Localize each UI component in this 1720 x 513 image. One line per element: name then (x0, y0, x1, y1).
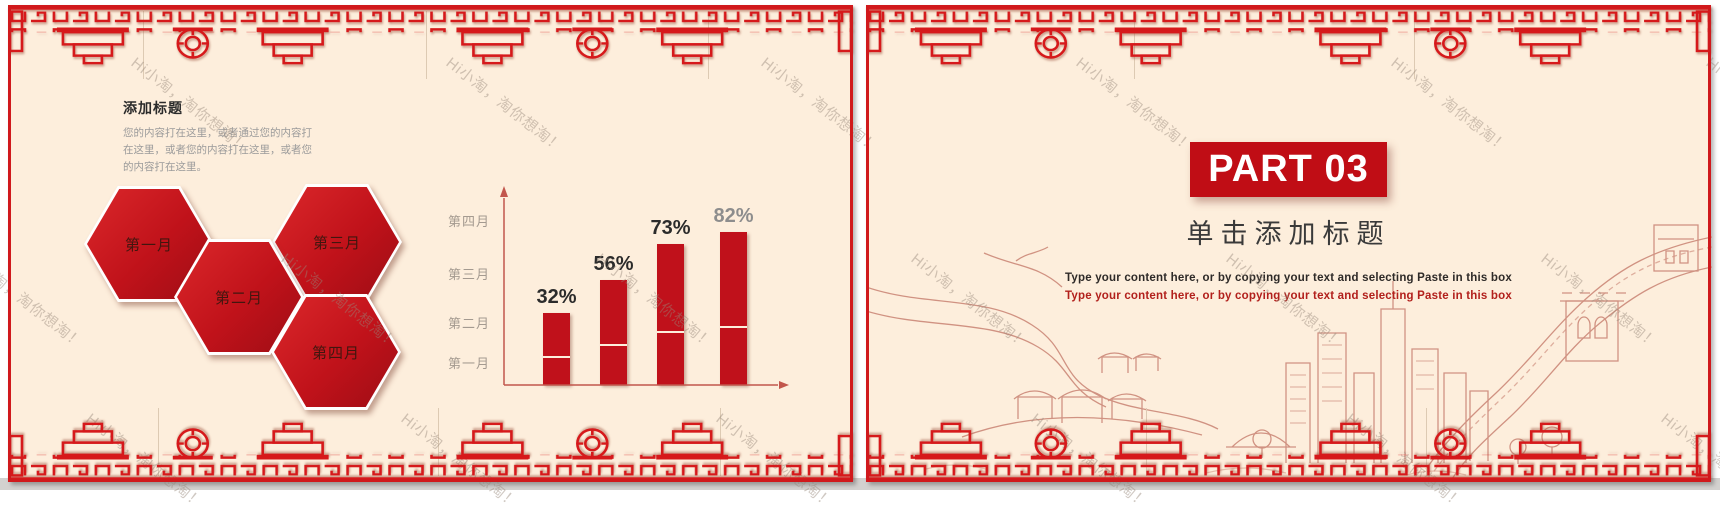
slide2-title: 单击添加标题 (1186, 219, 1391, 249)
x-axis-arrow (779, 381, 789, 389)
part-number-box: PART 03 (1190, 142, 1387, 197)
slide2-content-line-1: Type your content here, or by copying yo… (1065, 272, 1512, 284)
hanging-string (1426, 408, 1427, 476)
slide-2[interactable]: PART 03 单击添加标题 Type your content here, o… (866, 5, 1712, 482)
y-axis-label: 第二月 (447, 316, 490, 331)
bar-第三月 (657, 244, 684, 385)
hexagon-2: 第二月 (174, 239, 304, 355)
y-axis-arrow (500, 186, 508, 197)
bar-value-label: 56% (593, 253, 634, 275)
y-axis-label: 第一月 (447, 356, 490, 371)
hexagon-4: 第四月 (271, 294, 401, 410)
bar-segment-divider (543, 356, 570, 358)
hanging-string (426, 11, 427, 79)
hexagon-label: 第二月 (214, 289, 263, 307)
lattice-border-top (866, 5, 1711, 65)
hexagon-label: 第四月 (311, 344, 360, 362)
chart-axes (500, 186, 789, 389)
y-axis-label: 第三月 (447, 267, 490, 282)
bar-第一月 (543, 313, 570, 385)
slide-1[interactable]: 添加标题 您的内容打在这里，或者通过您的内容打在这里，或者您的内容打在这里，或者… (8, 5, 853, 482)
hanging-string (438, 408, 439, 476)
lattice-border-bottom (8, 422, 853, 482)
hexagon-label: 第三月 (312, 234, 361, 252)
bar-value-label: 73% (650, 217, 691, 239)
hanging-string (1414, 11, 1415, 79)
bar-第四月 (720, 232, 747, 385)
lattice-border-bottom (866, 422, 1711, 482)
y-axis-label: 第四月 (447, 214, 490, 229)
bar-第二月 (600, 280, 627, 385)
slide1-title: 添加标题 (123, 100, 183, 116)
lattice-border-top (8, 5, 853, 65)
hanging-string (143, 11, 144, 79)
hanging-string (158, 408, 159, 476)
part-number-label: PART 03 (1208, 148, 1369, 190)
slide1-body-text: 您的内容打在这里，或者通过您的内容打在这里，或者您的内容打在这里，或者您的内容打… (123, 127, 312, 173)
bar-segment-divider (720, 326, 747, 328)
bar-segment-divider (600, 344, 627, 346)
bar-value-label: 32% (536, 286, 577, 308)
slide2-content-line-2: Type your content here, or by copying yo… (1065, 290, 1512, 302)
bar-value-label: 82% (713, 205, 754, 227)
bar-chart: 第四月 第三月 第二月 第一月 32% 56% 73% 82% (8, 5, 853, 482)
hexagon-label: 第一月 (124, 236, 173, 254)
bar-segment-divider (657, 331, 684, 333)
